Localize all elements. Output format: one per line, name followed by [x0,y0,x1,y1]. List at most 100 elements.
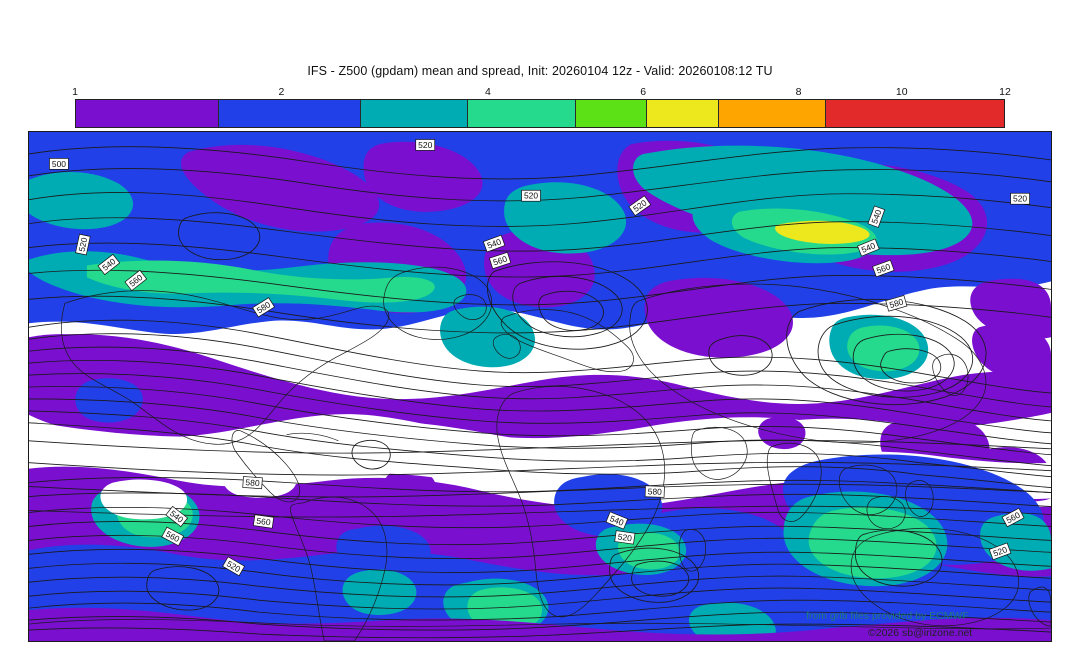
colorbar-tick-12: 12 [999,86,1011,98]
contour-label-box [222,556,246,577]
contour-label-text: 520 [418,140,432,150]
contour-label: 520 [75,233,91,256]
spread-band-teal-north-k [847,325,920,372]
spread-band-teal-north-h [775,220,870,244]
contour-label-text: 560 [875,261,892,275]
spread-band-purple-north-b [363,141,483,212]
contour-label-box [605,511,629,530]
contour-label-text: 540 [869,208,883,225]
contour-layer [29,146,1051,639]
contour-label: 500 [49,158,69,170]
contour-label-text: 520 [524,191,538,201]
coastline-central-america [231,430,301,503]
spread-blob-purple-trop-h [55,341,84,362]
colorbar-band-6-8 [468,100,576,127]
contour-label-text: 540 [608,513,625,528]
contour-label: 540 [857,238,880,257]
contour-label-box [252,297,275,318]
coastline-india [766,442,822,522]
contour-label: 540 [482,234,506,253]
contour-label: 560 [872,259,895,278]
contour-label-text: 560 [492,253,509,267]
colorbar-band-4-6 [361,100,469,127]
coastline-north-america [61,290,390,445]
spread-patch-blue-south-a [336,525,431,577]
contour-label-box [988,542,1012,561]
contour-label-box [124,269,148,292]
spread-blob-purple-trop-c [758,416,806,450]
contour-label-box [857,238,880,257]
contour-label-box [415,139,436,151]
spread-patch-teal-south-c [808,507,937,579]
colorbar-tick-8: 8 [795,86,802,98]
colorbar-band-12-15 [718,100,826,127]
coastline-iceland [453,294,487,320]
spread-patch-blue-south-e [75,378,143,423]
contour-label-text: 520 [992,544,1009,558]
contour-label: 540 [867,205,886,228]
contour-label: 520 [521,189,541,202]
coastline-asia [629,283,987,444]
contour-label-box [614,530,636,545]
spread-patch-teal-south-h [342,569,417,615]
contour-label-box [161,526,185,547]
contour-label-box [867,205,886,228]
spread-band-purple-north-g [970,278,1051,340]
contour-label-box [97,253,121,276]
spread-shading-layer [29,132,1051,641]
contour-label-text: 560 [256,516,272,528]
contour-label: 560 [252,514,275,529]
coastline-japan [932,353,969,396]
contour-label-box [1001,507,1025,528]
contour-label: 580 [644,485,665,498]
contour-label-box [75,233,91,256]
colorbar-tick-6: 6 [640,86,647,98]
contour-label-text: 520 [617,531,633,543]
spread-band-teal-north-c [86,260,435,303]
colorbar-band-15-20 [825,100,1004,127]
contour-label-text: 500 [52,159,66,169]
coastline-australia [850,527,1019,627]
contour-label-text: 520 [1013,194,1027,204]
contour-label-text: 580 [888,296,905,310]
colorbar-tick-2: 2 [278,86,285,98]
colorbar-band-10-12 [647,100,719,127]
contour-label-box [644,485,665,498]
coastline-south-america [290,496,388,641]
coastline-europe [500,309,634,373]
contour-label: 540 [605,511,629,530]
contour-label: 520 [988,542,1012,561]
colorbar-tick-labels: 1246810121520 [72,86,1011,100]
spread-blob-purple-trop-b [972,323,1051,382]
coastline-greenland [383,266,492,340]
contour-label-box [252,514,275,529]
coastline-uk [492,334,521,359]
colorbar-band-2-4 [218,100,362,127]
contour-label-text: 580 [245,477,260,488]
contour-label-box [488,251,512,270]
coastline-caribbean [286,432,339,442]
coastline-borneo [866,496,906,530]
coastline-new-zealand [1028,586,1051,627]
contour-label: 520 [614,530,636,545]
contour-label: 520 [1010,192,1030,205]
colorbar-tick-10: 10 [895,86,908,98]
contour-label-layer: 500 520 520 520 520 520 540 540 540 560 560 560 580 5… [49,139,1030,577]
coastline-antarctica [29,619,1051,630]
contour-label-box [872,259,895,278]
contour-label-text: 540 [486,236,503,250]
map-panel[interactable]: 500 520 520 520 520 520 540 540 540 560 560 560 580 5… [28,131,1052,642]
contour-label-text: 520 [77,236,90,252]
page-title: IFS - Z500 (gpdam) mean and spread, Init… [307,64,773,78]
contour-label-box [242,476,263,490]
colorbar-tick-4: 4 [484,86,491,98]
colorbar: 1246810121520 [72,86,1011,130]
contour-label: 520 [415,139,436,151]
spread-band-teal-north-e [633,145,973,256]
spread-band-purple-north-a [180,144,380,232]
spread-band-teal-north-a [29,171,134,230]
contour-label-box [521,189,541,202]
contour-label-box [885,295,908,312]
contour-label-text: 580 [648,486,663,496]
map-canvas: 500 520 520 520 520 520 540 540 540 560 560 560 580 5… [29,132,1051,641]
